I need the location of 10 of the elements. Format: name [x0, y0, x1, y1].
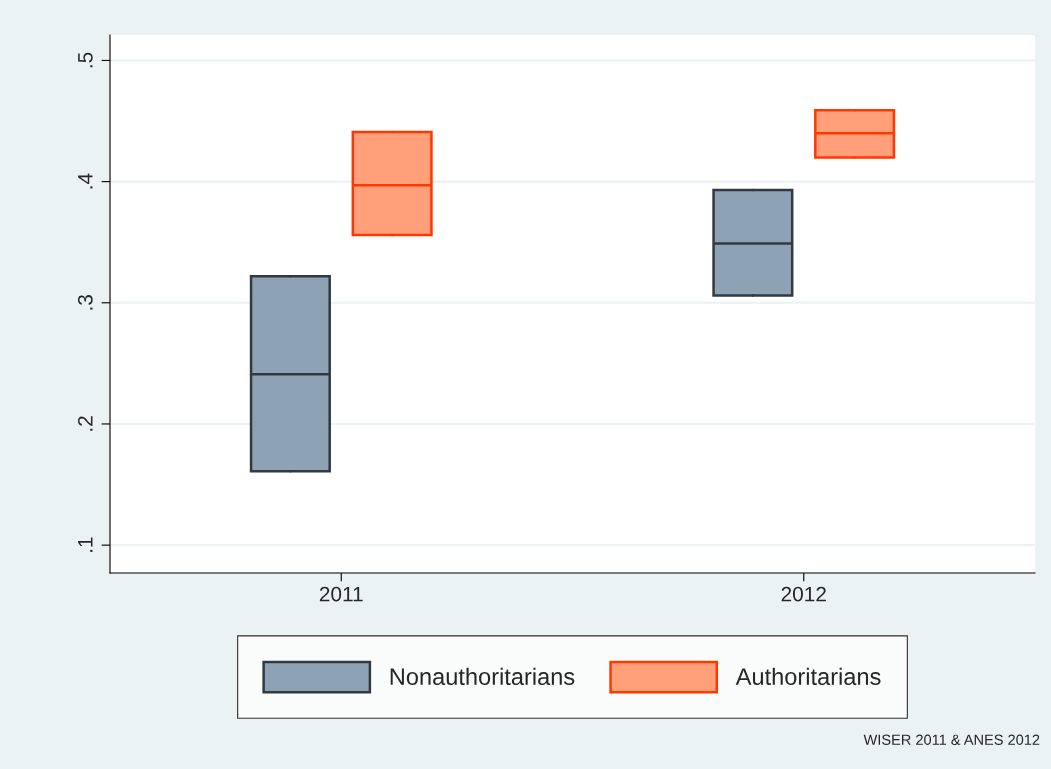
y-tick-label: .3 [77, 295, 93, 310]
y-tick-label: .5 [78, 52, 93, 68]
x-tick-label: 2011 [319, 586, 363, 602]
x-tick-label: 2012 [781, 586, 826, 602]
legend-label: Authoritarians [735, 667, 881, 686]
y-tick-label: .4 [78, 173, 93, 189]
legend-label: Nonauthoritarians [390, 667, 575, 686]
y-tick-label: .1 [78, 537, 93, 552]
text: WISER 2011 & ANES 2012 [863, 734, 1040, 745]
y-tick-label: .2 [77, 416, 93, 431]
